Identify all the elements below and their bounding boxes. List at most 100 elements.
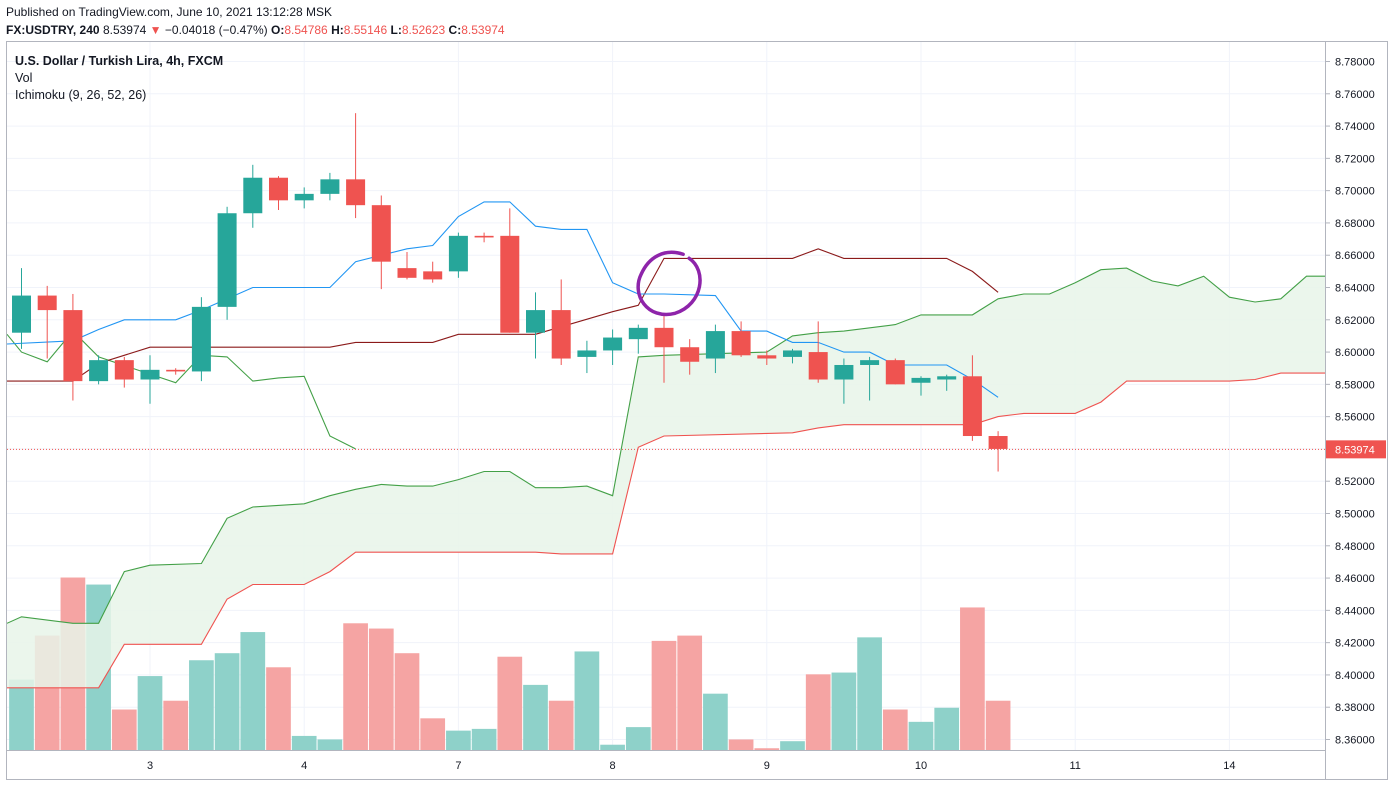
volume-bar	[240, 632, 266, 750]
y-tick-label: 8.48000	[1335, 541, 1375, 553]
volume-bar	[882, 709, 908, 750]
chart-frame	[6, 41, 1388, 780]
candle-body	[191, 306, 211, 372]
candle-body	[885, 360, 905, 385]
candle-body	[371, 205, 391, 262]
y-tick-label: 8.44000	[1335, 605, 1375, 617]
volume-bar	[497, 656, 523, 750]
volume-bar	[780, 741, 805, 750]
legend-ichimoku: Ichimoku (9, 26, 52, 26)	[15, 88, 147, 102]
candle-body	[911, 377, 931, 383]
low-label: L:	[390, 23, 402, 37]
last-price-tag	[1326, 440, 1386, 459]
volume-bar	[857, 637, 882, 750]
volume-bar	[368, 628, 394, 750]
y-tick-label: 8.42000	[1335, 638, 1375, 650]
volume-bar	[600, 744, 625, 750]
y-tick-label: 8.52000	[1335, 476, 1375, 488]
close-label: C:	[448, 23, 462, 37]
plot-area	[7, 113, 1325, 750]
candle-body	[757, 355, 777, 359]
candle-body	[474, 235, 494, 238]
candle-body	[603, 337, 623, 351]
volume-bar	[420, 718, 446, 750]
base-line	[7, 248, 999, 382]
candle-body	[988, 436, 1008, 449]
lagging-span-line	[7, 330, 356, 450]
volume-bar	[574, 651, 600, 750]
candle-body	[63, 310, 83, 382]
y-tick-label: 8.64000	[1335, 283, 1375, 295]
volume-bar	[831, 672, 857, 750]
candle-body	[783, 350, 802, 357]
candle-body	[37, 295, 57, 311]
volume-bar	[471, 728, 497, 750]
x-tick-label: 14	[1223, 760, 1235, 772]
candle-body	[346, 179, 366, 206]
candle-body	[526, 310, 545, 333]
y-tick-label: 8.74000	[1335, 121, 1375, 133]
volume-bar	[163, 700, 189, 750]
candle-body	[834, 364, 854, 380]
last-price-tag-label: 8.53974	[1335, 444, 1375, 456]
candle-body	[114, 360, 134, 380]
x-tick-label: 11	[1069, 760, 1080, 772]
y-tick-label: 8.70000	[1335, 186, 1375, 198]
volume-bar	[805, 674, 831, 750]
candle-body	[860, 360, 880, 365]
y-tick-label: 8.50000	[1335, 509, 1375, 521]
volume-bar	[189, 660, 214, 750]
candle-body	[962, 376, 982, 437]
candle-body	[577, 350, 597, 357]
open-label: O:	[271, 23, 285, 37]
candle-body	[294, 193, 314, 201]
candle-body	[320, 179, 340, 194]
published-note: Published on TradingView.com, June 10, 2…	[6, 5, 332, 19]
candle-body	[269, 177, 288, 201]
y-tick-label: 8.72000	[1335, 153, 1375, 165]
volume-bar	[523, 684, 548, 750]
high-label: H:	[331, 23, 344, 37]
span-a-line	[7, 267, 1325, 624]
candle-body	[551, 310, 571, 359]
volume-bar	[9, 679, 34, 750]
volume-bar	[548, 700, 574, 750]
y-tick-label: 8.36000	[1335, 735, 1375, 747]
candle-body	[166, 369, 186, 372]
y-tick-label: 8.58000	[1335, 379, 1375, 391]
candle-body	[808, 352, 828, 380]
annotation-circle	[636, 250, 702, 317]
y-tick-label: 8.68000	[1335, 218, 1375, 230]
candle-body	[89, 360, 109, 382]
volume-bar	[677, 635, 703, 750]
x-tick-label: 7	[455, 760, 461, 772]
x-tick-label: 4	[301, 760, 307, 772]
candle-body	[500, 235, 520, 333]
volume-bar	[703, 693, 728, 750]
volume-bar	[651, 640, 677, 750]
volume-bar	[111, 709, 137, 750]
close-value: 8.53974	[461, 23, 505, 37]
y-tick-label: 8.40000	[1335, 670, 1375, 682]
volume-bar	[291, 735, 317, 750]
volume-bar	[754, 748, 780, 750]
symbol-label: FX:USDTRY, 240	[6, 23, 100, 37]
candle-body	[731, 331, 751, 356]
change-arrow-icon: ▼	[149, 23, 162, 37]
volume-bar	[394, 653, 420, 750]
ichimoku-cloud	[7, 268, 1325, 688]
legend-volume: Vol	[15, 71, 33, 85]
ohlc-bar: FX:USDTRY, 240 8.53974 ▼ −0.04018 (−0.47…	[6, 23, 505, 37]
last-price: 8.53974	[102, 23, 147, 37]
y-tick-label: 8.76000	[1335, 89, 1375, 101]
candle-body	[705, 331, 725, 359]
change-value: −0.04018 (−0.47%)	[164, 23, 268, 37]
candle-body	[12, 295, 31, 333]
low-value: 8.52623	[401, 23, 446, 37]
chart-legend: U.S. Dollar / Turkish Lira, 4h, FXCM Vol…	[15, 53, 223, 104]
x-tick-label: 8	[610, 760, 616, 772]
y-tick-label: 8.60000	[1335, 347, 1375, 359]
candle-body	[140, 369, 160, 380]
volume-bar	[446, 730, 471, 750]
